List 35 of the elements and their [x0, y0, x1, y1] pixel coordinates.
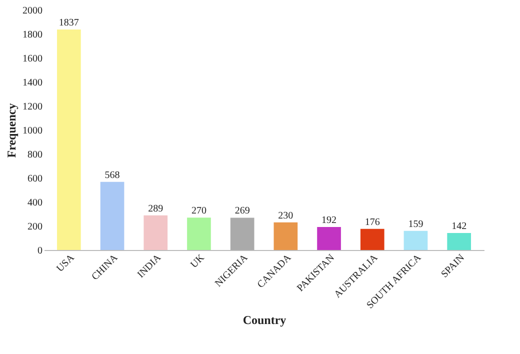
- data-label: 159: [408, 218, 424, 230]
- bar: [187, 218, 211, 250]
- data-label: 289: [148, 203, 164, 214]
- y-tick-label: 400: [28, 198, 42, 208]
- data-label: 568: [104, 170, 120, 181]
- data-label: 269: [234, 206, 250, 217]
- bar: [360, 228, 384, 250]
- data-label: 1837: [58, 18, 79, 29]
- x-axis-title: Country: [242, 312, 286, 327]
- data-label: 176: [364, 216, 380, 228]
- bar: [404, 230, 428, 250]
- y-tick-label: 200: [28, 222, 42, 232]
- bar: [100, 182, 124, 250]
- y-axis-title: Frequency: [4, 103, 18, 158]
- data-label: 270: [191, 206, 206, 217]
- bar: [144, 215, 168, 250]
- bar: [274, 222, 298, 250]
- x-tick-label: USA: [54, 252, 78, 274]
- y-tick-label: 800: [28, 150, 42, 160]
- y-tick-label: 1400: [22, 78, 42, 88]
- bar: [230, 218, 254, 250]
- data-label: 192: [322, 214, 337, 226]
- y-tick-label: 0: [38, 246, 42, 256]
- bar: [57, 30, 81, 250]
- y-tick-label: 1800: [22, 30, 42, 40]
- y-tick-label: 600: [28, 174, 42, 184]
- data-label: 142: [452, 220, 467, 232]
- y-tick-label: 2000: [22, 6, 42, 16]
- bar: [317, 226, 341, 250]
- y-tick-label: 1200: [22, 102, 42, 112]
- x-tick-label: UK: [188, 252, 208, 270]
- data-label: 230: [278, 210, 294, 222]
- bar: [447, 232, 471, 250]
- y-tick-label: 1600: [22, 54, 42, 64]
- y-tick-label: 1000: [22, 126, 42, 136]
